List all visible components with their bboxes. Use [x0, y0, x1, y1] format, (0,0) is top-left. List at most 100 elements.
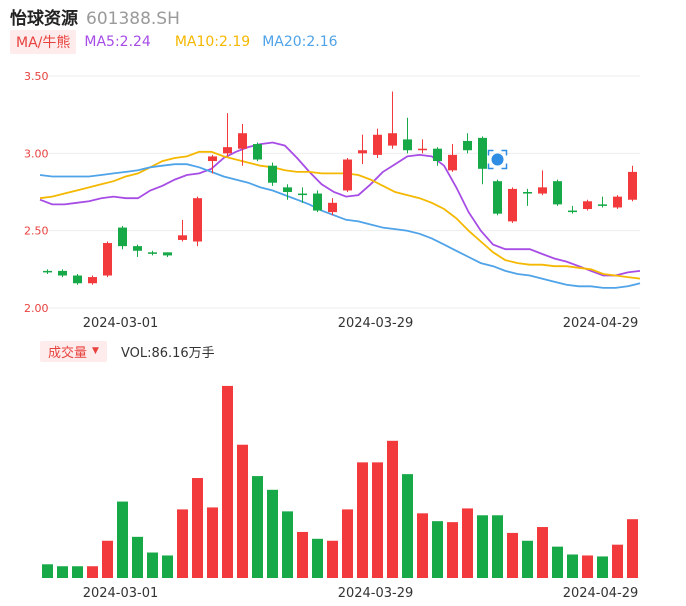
volume-bar — [477, 515, 488, 578]
volume-bar — [447, 522, 458, 578]
caret-down-icon: ▼ — [92, 346, 99, 356]
y-tick-label: 3.50 — [24, 70, 49, 83]
ma20-label: MA20:2.16 — [262, 34, 338, 50]
candle-body — [88, 277, 97, 284]
volume-bar — [627, 519, 638, 578]
ma-toggle-button[interactable]: MA/牛熊 — [10, 30, 77, 54]
candle-body — [283, 187, 292, 192]
volume-bar — [432, 521, 443, 578]
volume-bar — [117, 501, 128, 578]
volume-bar — [57, 566, 68, 578]
candle-body — [628, 171, 637, 200]
candle-body — [223, 147, 232, 154]
y-tick-label: 3.00 — [24, 147, 49, 160]
candle-body — [508, 188, 517, 222]
volume-bar — [462, 508, 473, 578]
candle-body — [448, 154, 457, 171]
volume-bar — [72, 566, 83, 578]
volume-x-tick-label: 2024-04-29 — [563, 586, 639, 601]
volume-bar — [252, 476, 263, 578]
candle-body — [163, 252, 172, 256]
candle-body — [433, 148, 442, 162]
volume-value: VOL:86.16万手 — [120, 345, 215, 361]
event-marker-icon — [487, 149, 508, 170]
x-tick-label: 2024-03-29 — [338, 316, 414, 331]
volume-bar — [507, 532, 518, 578]
volume-bar — [492, 515, 503, 578]
candle-body — [133, 246, 142, 251]
volume-bar — [522, 540, 533, 578]
candle-body — [58, 270, 67, 276]
candle-body — [613, 196, 622, 208]
candle-body — [523, 192, 532, 194]
candle-body — [208, 156, 217, 162]
candle-body — [118, 227, 127, 247]
header: 怡球资源 601388.SH — [10, 4, 180, 29]
volume-x-tick-label: 2024-03-01 — [83, 586, 159, 601]
volume-bar — [552, 546, 563, 578]
volume-bar — [387, 440, 398, 578]
candle-body — [598, 204, 607, 206]
candle-body — [43, 270, 52, 273]
volume-bar — [192, 478, 203, 578]
volume-bar — [237, 444, 248, 578]
volume-bar — [342, 509, 353, 578]
candle-body — [298, 193, 307, 196]
volume-bar — [402, 474, 413, 578]
candle-body — [238, 133, 247, 149]
volume-toggle-label: 成交量 — [48, 345, 88, 361]
volume-bar — [372, 462, 383, 578]
candle-body — [193, 198, 202, 242]
volume-bar — [327, 540, 338, 578]
ma-line-ma5 — [39, 141, 641, 277]
volume-bar — [357, 462, 368, 578]
volume-bar — [87, 566, 98, 578]
candle-body — [373, 134, 382, 155]
candle-body — [313, 193, 322, 211]
volume-bar — [222, 385, 233, 578]
candle-body — [73, 275, 82, 284]
candle-body — [538, 187, 547, 194]
volume-bar — [207, 507, 218, 578]
volume-bar — [297, 531, 308, 578]
volume-bar — [312, 538, 323, 578]
candle-body — [403, 139, 412, 151]
ma-line-ma10 — [39, 150, 641, 280]
stock-name: 怡球资源 — [10, 9, 78, 29]
candle-body — [388, 133, 397, 146]
volume-toggle-button[interactable]: 成交量 ▼ — [40, 340, 107, 362]
candle-body — [343, 159, 352, 191]
volume-bar — [102, 540, 113, 578]
candle-body — [253, 144, 262, 160]
candle-body — [568, 210, 577, 213]
ma-line-ma20 — [39, 163, 641, 289]
candle-body — [178, 235, 187, 240]
candle-body — [493, 181, 502, 214]
volume-bar — [282, 511, 293, 578]
volume-bar — [177, 509, 188, 578]
ma5-label: MA5:2.24 — [84, 34, 151, 50]
candle-body — [358, 150, 367, 154]
volume-bar — [417, 513, 428, 578]
candle-body — [553, 181, 562, 205]
volume-bar — [162, 555, 173, 578]
ma10-label: MA10:2.19 — [174, 34, 251, 50]
candle-body — [478, 137, 487, 169]
volume-bar — [567, 554, 578, 578]
candle-body — [268, 165, 277, 183]
x-tick-label: 2024-03-01 — [83, 316, 159, 331]
volume-bar — [597, 556, 608, 578]
y-tick-label: 2.50 — [24, 225, 49, 238]
candle-body — [148, 252, 157, 254]
candle-body — [418, 148, 427, 151]
candle-body — [463, 140, 472, 151]
volume-bar — [612, 544, 623, 578]
volume-bar — [537, 527, 548, 578]
volume-bar — [42, 564, 53, 578]
volume-bar — [582, 555, 593, 578]
volume-bar — [147, 552, 158, 578]
stock-code: 601388.SH — [86, 9, 180, 29]
candle-body — [583, 201, 592, 210]
y-tick-label: 2.00 — [24, 302, 49, 315]
